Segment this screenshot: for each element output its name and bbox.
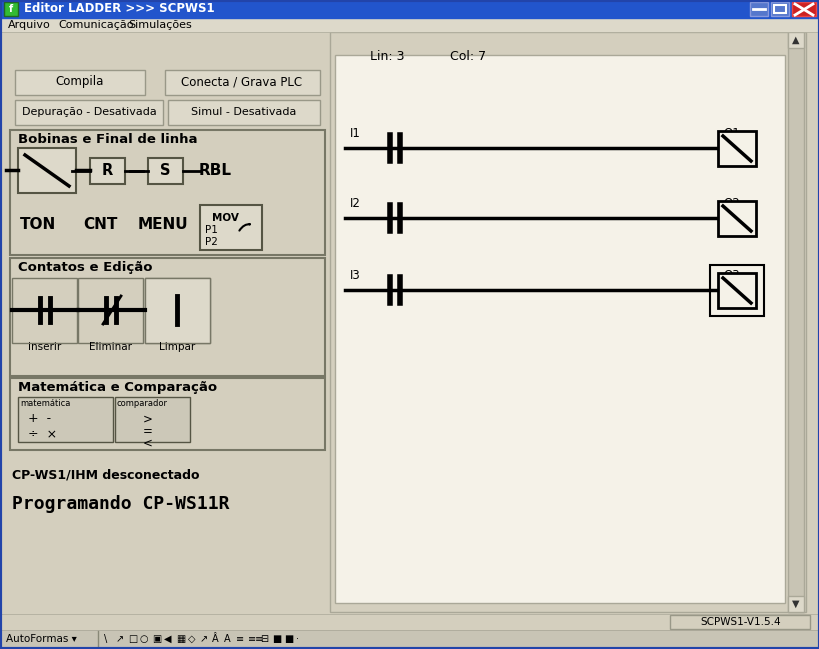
Text: P1: P1 xyxy=(205,225,218,235)
Bar xyxy=(0,614,819,630)
Text: ▼: ▼ xyxy=(791,599,799,609)
Bar xyxy=(0,18,819,32)
Text: >: > xyxy=(143,413,153,426)
Bar xyxy=(18,397,113,442)
Text: ■: ■ xyxy=(272,634,281,644)
Text: matemática: matemática xyxy=(20,399,70,408)
Bar xyxy=(15,100,163,125)
Bar xyxy=(669,615,809,629)
Bar xyxy=(12,278,77,343)
Bar xyxy=(200,205,262,250)
Bar xyxy=(15,70,145,95)
Bar xyxy=(18,148,76,193)
Text: TON: TON xyxy=(20,217,56,232)
Text: ≡: ≡ xyxy=(236,634,244,644)
Bar xyxy=(709,265,763,316)
Bar xyxy=(717,201,755,236)
Text: ·: · xyxy=(296,634,299,644)
Text: ■: ■ xyxy=(283,634,293,644)
Text: I3: I3 xyxy=(350,269,360,282)
Bar xyxy=(90,158,124,184)
Text: MENU: MENU xyxy=(138,217,188,232)
Text: Q2: Q2 xyxy=(722,197,739,210)
Bar xyxy=(791,2,815,16)
Text: I2: I2 xyxy=(350,197,360,210)
Text: Limpar: Limpar xyxy=(159,342,195,352)
Text: Contatos e Edição: Contatos e Edição xyxy=(18,261,152,274)
Text: <: < xyxy=(143,437,153,450)
Bar xyxy=(717,273,755,308)
Text: ↗: ↗ xyxy=(115,634,124,644)
Bar xyxy=(10,258,324,376)
Bar xyxy=(335,55,784,603)
Text: Arquivo: Arquivo xyxy=(8,20,51,30)
Bar xyxy=(0,630,819,649)
Text: S: S xyxy=(160,164,170,178)
Bar xyxy=(787,32,803,48)
Bar xyxy=(770,2,788,16)
Text: \: \ xyxy=(104,634,107,644)
Text: Simulações: Simulações xyxy=(128,20,192,30)
Bar xyxy=(749,2,767,16)
Text: R: R xyxy=(102,164,112,178)
Text: RBL: RBL xyxy=(198,164,231,178)
Text: Bobinas e Final de linha: Bobinas e Final de linha xyxy=(18,133,197,146)
Text: Comunicação: Comunicação xyxy=(58,20,133,30)
Text: Depuração - Desativada: Depuração - Desativada xyxy=(21,107,156,117)
Bar xyxy=(0,0,819,18)
Text: ÷  ×: ÷ × xyxy=(28,428,57,441)
Text: f: f xyxy=(9,4,13,14)
Bar xyxy=(717,131,755,166)
Bar xyxy=(787,596,803,612)
Bar xyxy=(145,278,210,343)
Bar xyxy=(145,278,210,343)
Bar xyxy=(78,278,143,343)
Text: Lin: 3: Lin: 3 xyxy=(369,51,404,64)
Bar xyxy=(787,32,803,612)
Text: A: A xyxy=(224,634,230,644)
Bar xyxy=(10,378,324,450)
Text: □: □ xyxy=(128,634,137,644)
Text: Eliminar: Eliminar xyxy=(89,342,133,352)
Text: Q3: Q3 xyxy=(722,269,739,282)
Bar xyxy=(773,5,785,13)
Bar xyxy=(10,130,324,255)
Bar xyxy=(165,70,319,95)
Text: inserir: inserir xyxy=(29,342,61,352)
Text: I1: I1 xyxy=(350,127,360,140)
Bar xyxy=(4,2,18,16)
Text: ▣: ▣ xyxy=(152,634,161,644)
Text: Compila: Compila xyxy=(56,75,104,88)
Text: Â: Â xyxy=(212,634,219,644)
Text: ▲: ▲ xyxy=(791,35,799,45)
Text: CNT: CNT xyxy=(83,217,117,232)
Text: Matemática e Comparação: Matemática e Comparação xyxy=(18,381,217,394)
Text: Simul - Desativada: Simul - Desativada xyxy=(191,107,296,117)
Text: CP-WS1/IHM desconectado: CP-WS1/IHM desconectado xyxy=(12,468,199,481)
Text: Col: 7: Col: 7 xyxy=(450,51,486,64)
Text: P2: P2 xyxy=(205,237,218,247)
Text: AutoFormas ▾: AutoFormas ▾ xyxy=(6,634,77,644)
Text: ◇: ◇ xyxy=(188,634,195,644)
Text: ○: ○ xyxy=(140,634,148,644)
Text: ▦: ▦ xyxy=(176,634,185,644)
Text: Conecta / Grava PLC: Conecta / Grava PLC xyxy=(181,75,302,88)
FancyArrowPatch shape xyxy=(239,224,250,230)
Text: SCPWS1-V1.5.4: SCPWS1-V1.5.4 xyxy=(699,617,781,627)
Bar xyxy=(168,100,319,125)
Text: ≡≡: ≡≡ xyxy=(247,634,264,644)
Text: comparador: comparador xyxy=(117,399,168,408)
Text: ⊟: ⊟ xyxy=(260,634,268,644)
Bar xyxy=(115,397,190,442)
Text: ↗: ↗ xyxy=(200,634,208,644)
Bar xyxy=(147,158,183,184)
Text: MOV: MOV xyxy=(212,213,238,223)
Text: +  -: + - xyxy=(28,412,51,425)
Text: Q1: Q1 xyxy=(722,127,739,140)
Text: Programando CP-WS11R: Programando CP-WS11R xyxy=(12,495,229,513)
Text: Editor LADDER >>> SCPWS1: Editor LADDER >>> SCPWS1 xyxy=(24,3,215,16)
Text: ◀: ◀ xyxy=(164,634,171,644)
Text: =: = xyxy=(143,425,153,438)
Bar xyxy=(329,32,805,612)
